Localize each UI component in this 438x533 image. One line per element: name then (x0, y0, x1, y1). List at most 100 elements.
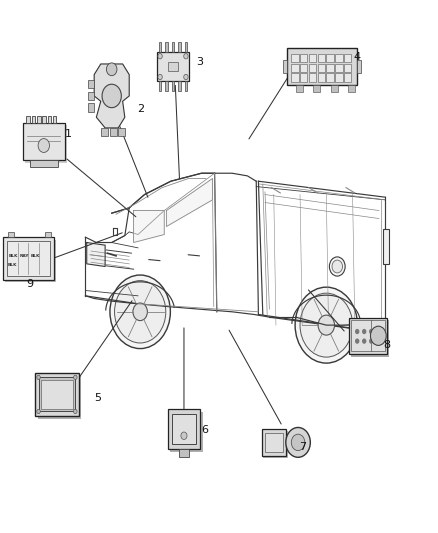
Bar (309, 63, 316, 72)
Bar (326, 54, 334, 62)
Text: 1: 1 (64, 130, 71, 139)
Text: 6: 6 (201, 425, 208, 435)
Circle shape (184, 53, 188, 59)
Circle shape (110, 275, 170, 349)
Bar (23, 123, 65, 160)
Text: BLK: BLK (9, 254, 18, 258)
Bar (178, 43, 181, 52)
Bar (178, 81, 181, 91)
Bar (326, 63, 334, 72)
Bar (265, 433, 283, 452)
Bar (37, 116, 40, 123)
Circle shape (300, 293, 353, 357)
Circle shape (329, 257, 345, 276)
Bar (283, 60, 287, 73)
Circle shape (332, 260, 343, 273)
Bar (53, 116, 56, 123)
Circle shape (291, 434, 305, 450)
Bar (39, 377, 75, 411)
Circle shape (369, 338, 373, 344)
Bar (300, 54, 307, 62)
Circle shape (355, 329, 359, 334)
Circle shape (355, 338, 359, 344)
Bar (41, 380, 73, 409)
Circle shape (318, 315, 335, 335)
Bar (291, 54, 299, 62)
Bar (344, 63, 351, 72)
Bar (348, 85, 355, 92)
Text: BLK: BLK (8, 263, 17, 267)
Circle shape (371, 326, 386, 345)
Bar (35, 373, 79, 416)
Bar (7, 241, 50, 276)
Circle shape (38, 139, 49, 152)
Bar (300, 74, 307, 82)
Text: 7: 7 (300, 442, 307, 451)
Polygon shape (87, 243, 105, 266)
Bar (371, 320, 385, 351)
Text: 3: 3 (196, 58, 203, 67)
Bar (179, 449, 189, 457)
Bar (165, 43, 168, 52)
Bar (110, 128, 117, 136)
Bar (88, 103, 94, 112)
Bar (351, 320, 372, 351)
Bar (101, 128, 108, 136)
Bar (167, 409, 200, 449)
Bar (45, 232, 51, 237)
Bar (42, 116, 46, 123)
Circle shape (362, 329, 366, 334)
Bar (335, 63, 343, 72)
Circle shape (181, 432, 187, 439)
Bar (38, 376, 81, 419)
Bar (263, 431, 287, 458)
Text: BLK: BLK (31, 254, 40, 258)
Bar (172, 43, 174, 52)
Circle shape (133, 303, 147, 321)
Bar (313, 85, 320, 92)
Bar (300, 63, 307, 72)
Bar (318, 63, 325, 72)
Circle shape (106, 63, 117, 76)
Polygon shape (134, 211, 164, 243)
Text: 9: 9 (26, 279, 33, 288)
Circle shape (74, 375, 77, 379)
Bar (335, 74, 343, 82)
Bar (335, 54, 343, 62)
Circle shape (184, 74, 188, 80)
Bar (185, 43, 187, 52)
Circle shape (37, 375, 40, 379)
Bar (168, 62, 178, 71)
Bar (185, 81, 187, 91)
Bar (47, 116, 51, 123)
Circle shape (74, 409, 77, 414)
Text: 2: 2 (138, 104, 145, 114)
Bar (27, 116, 30, 123)
Circle shape (102, 84, 121, 108)
Text: 4: 4 (353, 52, 360, 62)
Text: RAY: RAY (20, 254, 29, 258)
Bar (318, 74, 325, 82)
Bar (291, 63, 299, 72)
Circle shape (37, 409, 40, 414)
Circle shape (369, 329, 373, 334)
Polygon shape (166, 179, 212, 227)
Circle shape (295, 287, 357, 363)
Bar (25, 125, 67, 163)
Bar (291, 74, 299, 82)
Circle shape (115, 280, 166, 343)
Bar (309, 74, 316, 82)
Bar (118, 128, 125, 136)
Bar (357, 60, 361, 73)
Bar (262, 429, 286, 456)
Bar (172, 81, 174, 91)
Bar (159, 81, 162, 91)
Bar (344, 54, 351, 62)
Bar (296, 85, 303, 92)
Bar (8, 232, 14, 237)
Bar (88, 80, 94, 88)
Bar (318, 54, 325, 62)
Bar (157, 52, 189, 81)
Bar (165, 81, 168, 91)
Circle shape (286, 427, 310, 457)
